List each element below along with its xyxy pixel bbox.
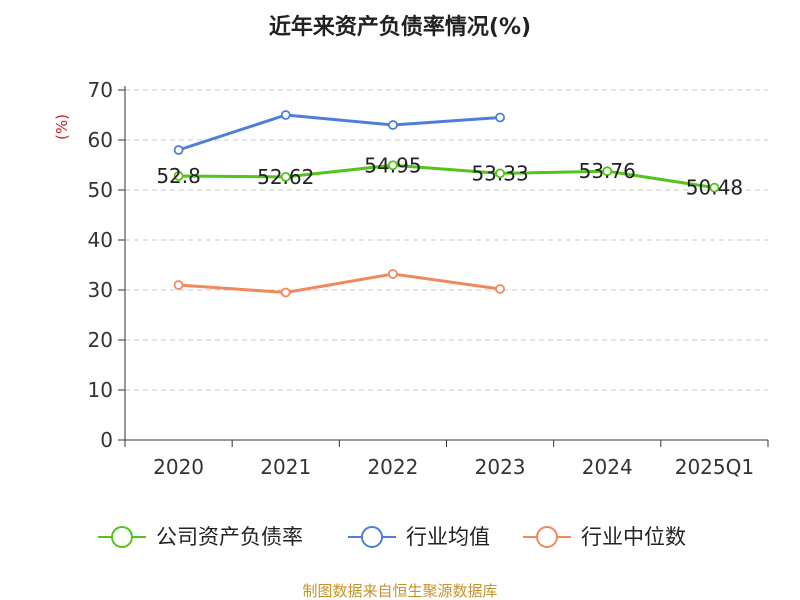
- x-tick-label: 2024: [582, 455, 633, 479]
- legend-item-1[interactable]: 行业均值: [348, 525, 490, 549]
- y-axis-label: (%): [53, 114, 71, 140]
- series-lines: [173, 110, 720, 298]
- x-tick-label: 2020: [153, 455, 204, 479]
- legend-item-0[interactable]: 公司资产负债率: [98, 525, 303, 549]
- legend-label: 公司资产负债率: [156, 525, 303, 549]
- data-point: [495, 284, 505, 294]
- y-tick-label: 40: [88, 228, 113, 252]
- chart-title: 近年来资产负债率情况(%): [269, 14, 531, 40]
- data-label: 53.76: [579, 159, 636, 183]
- data-point: [388, 269, 398, 279]
- y-tick-label: 60: [88, 128, 113, 152]
- data-point: [173, 280, 184, 290]
- data-point: [388, 160, 398, 171]
- data-label: 50.48: [686, 176, 743, 200]
- data-label: 52.8: [156, 164, 201, 188]
- legend-label: 行业中位数: [581, 525, 686, 549]
- y-tick-label: 70: [88, 78, 113, 102]
- legend-item-2[interactable]: 行业中位数: [523, 525, 686, 549]
- series-line-2: [177, 272, 502, 294]
- legend-label: 行业均值: [406, 525, 490, 549]
- series-line-1: [177, 113, 502, 152]
- data-point: [173, 171, 184, 181]
- data-point: [602, 166, 613, 177]
- x-tick-label: 2021: [260, 455, 311, 479]
- legend-swatch-marker: [361, 526, 383, 548]
- data-point: [280, 110, 291, 120]
- data-point: [495, 168, 505, 179]
- data-point: [173, 145, 184, 155]
- data-point: [388, 120, 398, 130]
- legend-swatch-marker: [111, 526, 133, 548]
- axes: 0 10 20 30 40 50 60 70 2020 2021 2022 2023 2024 2025Q…: [88, 78, 769, 479]
- source-note: 制图数据来自恒生聚源数据库: [302, 582, 497, 600]
- series-line-0: [177, 163, 716, 190]
- data-point: [495, 112, 505, 123]
- data-label: 53.33: [471, 161, 528, 185]
- x-tick-label: 2022: [367, 455, 418, 479]
- x-tick-label: 2023: [475, 455, 526, 479]
- y-tick-label: 0: [100, 428, 113, 452]
- data-point: [280, 171, 291, 182]
- data-label: 52.62: [257, 165, 314, 189]
- grid-lines: [125, 89, 768, 391]
- y-tick-label: 20: [88, 328, 113, 352]
- y-tick-label: 50: [88, 178, 113, 202]
- legend: 公司资产负债率 行业均值 行业中位数: [98, 525, 686, 549]
- data-label: 54.95: [364, 153, 421, 177]
- x-tick-label: 2025Q1: [675, 455, 754, 479]
- data-point: [280, 287, 291, 298]
- y-tick-label: 10: [88, 378, 113, 402]
- data-labels: 52.8 52.62 54.95 53.33 53.76 50.48: [156, 153, 743, 199]
- data-point: [709, 182, 720, 193]
- legend-swatch-marker: [536, 526, 558, 548]
- y-tick-label: 30: [88, 278, 113, 302]
